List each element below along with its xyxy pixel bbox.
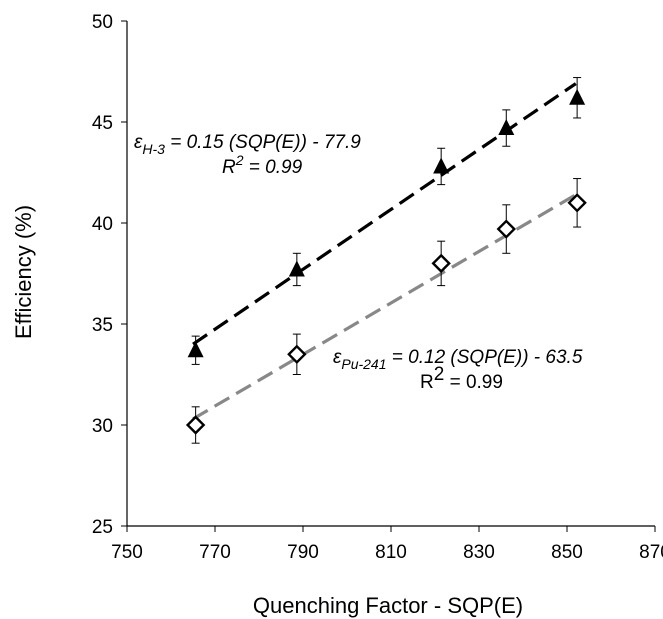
data-point-triangle bbox=[433, 157, 450, 174]
equation-h3: εH-3 = 0.15 (SQP(E)) - 77.9 bbox=[134, 132, 361, 157]
equation-h3-symbol: ε bbox=[134, 132, 143, 153]
r2-h3-suffix: = 0.99 bbox=[244, 157, 303, 178]
x-tick-label: 810 bbox=[375, 542, 407, 563]
r2-pu241-suffix: = 0.99 bbox=[444, 372, 503, 393]
x-tick-label: 750 bbox=[111, 542, 143, 563]
x-tick-label: 830 bbox=[463, 542, 495, 563]
equation-pu241-text: = 0.12 (SQP(E)) - 63.5 bbox=[387, 347, 583, 368]
r2-h3: R2 = 0.99 bbox=[222, 152, 303, 178]
x-tick-label: 850 bbox=[551, 542, 583, 563]
data-point-triangle bbox=[288, 260, 305, 277]
equation-pu241-symbol: ε bbox=[333, 347, 342, 368]
y-tick-label: 25 bbox=[92, 517, 113, 538]
r2-pu241-prefix: R bbox=[420, 372, 434, 393]
trendline-0 bbox=[192, 82, 577, 346]
y-tick-label: 40 bbox=[92, 214, 113, 235]
equation-h3-text: = 0.15 (SQP(E)) - 77.9 bbox=[165, 132, 361, 153]
trendlines bbox=[192, 82, 577, 421]
x-axis-label: Quenching Factor - SQP(E) bbox=[253, 593, 523, 618]
data-point-triangle bbox=[498, 119, 515, 136]
equation-pu241-subscript: Pu-241 bbox=[341, 356, 386, 372]
y-tick-label: 45 bbox=[92, 113, 113, 134]
trendline-1 bbox=[192, 193, 577, 421]
r2-h3-prefix: R bbox=[222, 157, 236, 178]
data-point-triangle bbox=[187, 341, 204, 358]
x-tick-label: 790 bbox=[287, 542, 319, 563]
data-point-diamond bbox=[185, 415, 206, 435]
r2-pu241: R2 = 0.99 bbox=[420, 364, 503, 393]
axis-ticks: 750 770 790 810 830 850 870 25 30 35 40 45 50 bbox=[92, 12, 663, 563]
y-tick-label: 30 bbox=[92, 416, 113, 437]
r2-pu241-sup: 2 bbox=[434, 364, 445, 385]
data-point-diamond bbox=[567, 193, 587, 213]
data-point-diamond bbox=[496, 219, 516, 239]
data-point-diamond bbox=[287, 344, 307, 364]
r2-h3-sup: 2 bbox=[235, 152, 244, 168]
data-point-diamond bbox=[431, 253, 451, 274]
y-tick-label: 35 bbox=[92, 315, 113, 336]
y-tick-label: 50 bbox=[92, 12, 113, 33]
x-tick-label: 870 bbox=[639, 542, 663, 563]
y-axis-label: Efficiency (%) bbox=[11, 205, 36, 339]
x-tick-label: 770 bbox=[199, 542, 231, 563]
equation-pu241: εPu-241 = 0.12 (SQP(E)) - 63.5 bbox=[333, 347, 583, 372]
equation-h3-subscript: H-3 bbox=[142, 141, 165, 157]
data-point-triangle bbox=[569, 88, 586, 105]
data-marks bbox=[185, 77, 587, 444]
